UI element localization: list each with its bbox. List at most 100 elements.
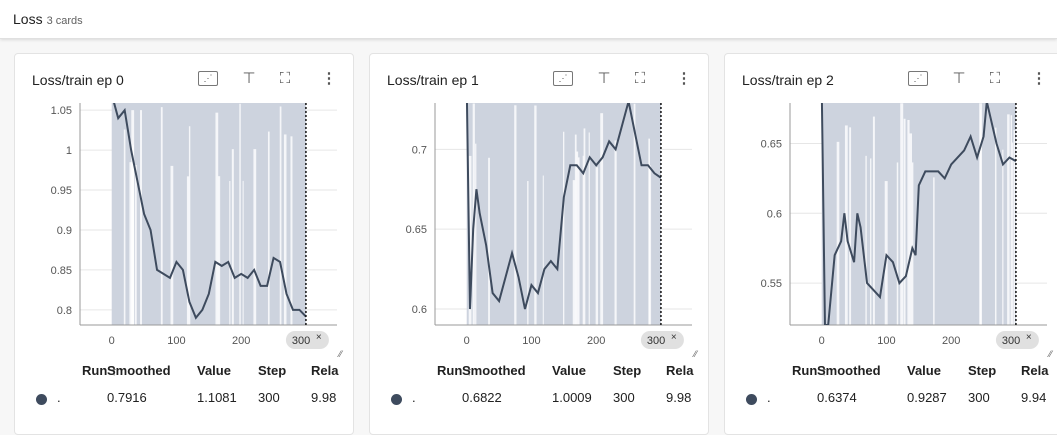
y-tick-label: 0.95 — [51, 185, 72, 197]
y-tick-label: 0.85 — [51, 265, 72, 277]
y-tick-label: 1 — [66, 145, 72, 157]
fit-domain-icon[interactable]: ⋰ — [908, 71, 928, 86]
raw-series-gap — [836, 141, 840, 325]
col-smoothed[interactable]: Smoothed — [107, 363, 171, 378]
col-value[interactable]: Value — [907, 363, 941, 378]
step-value: 300 — [613, 390, 635, 405]
step-value: 300 — [258, 390, 280, 405]
raw-series-gap — [231, 149, 234, 325]
scalar-card: Loss/train ep 1 ⋰ ⊤ ⛶ ⋮ Run ↑ Smoothed V… — [369, 53, 709, 435]
raw-series-gap — [217, 176, 221, 325]
run-color-dot — [36, 394, 47, 405]
raw-series-gap — [253, 149, 257, 325]
step-cursor-label: 300 — [647, 335, 665, 347]
raw-series-gap — [574, 134, 577, 325]
col-relative[interactable]: Rela — [311, 363, 339, 378]
run-color-dot — [746, 394, 757, 405]
close-icon[interactable]: × — [1026, 332, 1032, 343]
relative-value: 9.94 — [1021, 390, 1047, 405]
step-cursor-chip[interactable] — [640, 331, 684, 349]
raw-series-gap — [488, 157, 490, 325]
y-tick-label: 0.65 — [406, 224, 427, 236]
raw-series-gap — [614, 140, 617, 325]
col-relative[interactable]: Rela — [666, 363, 694, 378]
raw-series-gap — [979, 109, 982, 325]
pin-icon[interactable]: ⊤ — [952, 70, 966, 87]
card-count: 3 cards — [46, 15, 83, 27]
x-tick-label: 200 — [587, 335, 605, 347]
fullscreen-icon[interactable]: ⛶ — [989, 70, 1001, 87]
col-step[interactable]: Step — [968, 363, 997, 378]
fit-domain-icon[interactable]: ⋰ — [198, 71, 218, 86]
raw-series-gap — [933, 177, 935, 325]
raw-series-gap — [648, 138, 651, 325]
fullscreen-icon[interactable]: ⛶ — [279, 70, 291, 87]
step-cursor-label: 300 — [1002, 335, 1020, 347]
step-value: 300 — [968, 390, 990, 405]
pin-icon[interactable]: ⊤ — [242, 70, 256, 87]
fullscreen-icon[interactable]: ⛶ — [634, 70, 646, 87]
raw-series-gap — [1010, 115, 1013, 325]
raw-series-gap — [1007, 114, 1010, 325]
close-icon[interactable]: × — [316, 332, 322, 343]
raw-series-gap — [907, 119, 910, 325]
raw-series-gap — [160, 107, 163, 325]
pin-icon[interactable]: ⊤ — [597, 70, 611, 87]
y-tick-label: 0.6 — [767, 208, 782, 220]
raw-series-gap — [132, 144, 134, 325]
raw-series-gap — [514, 105, 517, 325]
close-icon[interactable]: × — [671, 332, 677, 343]
raw-series-gap — [186, 176, 190, 325]
col-run[interactable]: Run ↑ — [437, 363, 473, 378]
raw-series-gap — [475, 143, 477, 325]
raw-series-gap — [994, 127, 997, 325]
raw-series-gap — [896, 162, 899, 325]
raw-series-gap — [577, 157, 580, 325]
col-run[interactable]: Run ↑ — [792, 363, 828, 378]
col-value[interactable]: Value — [197, 363, 231, 378]
raw-series-gap — [595, 167, 599, 325]
line-chart[interactable]: 0.6 0.65 0.7 0 100 200 300 × ⁄⁄ — [370, 99, 708, 359]
fit-domain-icon[interactable]: ⋰ — [553, 71, 573, 86]
card-title: Loss/train ep 1 — [387, 72, 479, 88]
section-header[interactable]: Loss 3 cards — [0, 0, 1057, 39]
step-cursor-chip[interactable] — [995, 331, 1039, 349]
x-tick-label: 100 — [522, 335, 540, 347]
raw-series-gap — [123, 129, 126, 325]
more-vert-icon[interactable]: ⋮ — [321, 70, 337, 87]
col-step[interactable]: Step — [258, 363, 287, 378]
more-vert-icon[interactable]: ⋮ — [1031, 70, 1047, 87]
raw-value: 1.0009 — [552, 390, 592, 405]
raw-series-gap — [129, 162, 132, 325]
raw-series-gap — [215, 112, 219, 325]
more-vert-icon[interactable]: ⋮ — [676, 70, 692, 87]
raw-series-gap — [468, 155, 472, 325]
run-name: . — [767, 390, 771, 405]
raw-value: 1.1081 — [197, 390, 237, 405]
line-chart[interactable]: 0.8 0.85 0.9 0.95 1 1.05 0 100 200 300 × ⁄⁄ — [15, 99, 353, 359]
smoothed-series-line — [465, 103, 662, 310]
raw-series-gap — [903, 118, 906, 325]
resize-handle-icon[interactable]: ⁄⁄ — [1047, 349, 1054, 359]
col-smoothed[interactable]: Smoothed — [817, 363, 881, 378]
raw-series-gap — [870, 158, 872, 325]
col-step[interactable]: Step — [613, 363, 642, 378]
line-chart[interactable]: 0.55 0.6 0.65 0 100 200 300 × ⁄⁄ — [725, 99, 1057, 359]
raw-series-gap — [633, 103, 636, 325]
raw-series-gap — [534, 105, 537, 325]
relative-value: 9.98 — [666, 390, 692, 405]
raw-series-gap — [588, 132, 590, 325]
step-cursor-chip[interactable] — [285, 331, 329, 349]
resize-handle-icon[interactable]: ⁄⁄ — [692, 349, 699, 359]
raw-series-gap — [582, 155, 584, 325]
col-value[interactable]: Value — [552, 363, 586, 378]
x-tick-label: 100 — [877, 335, 895, 347]
raw-series-gap — [911, 162, 914, 325]
col-relative[interactable]: Rela — [1021, 363, 1049, 378]
relative-value: 9.98 — [311, 390, 337, 405]
section-title: Loss 3 cards — [13, 11, 83, 27]
y-tick-label: 0.7 — [412, 144, 427, 156]
col-smoothed[interactable]: Smoothed — [462, 363, 526, 378]
col-run[interactable]: Run ↑ — [82, 363, 118, 378]
resize-handle-icon[interactable]: ⁄⁄ — [337, 349, 344, 359]
